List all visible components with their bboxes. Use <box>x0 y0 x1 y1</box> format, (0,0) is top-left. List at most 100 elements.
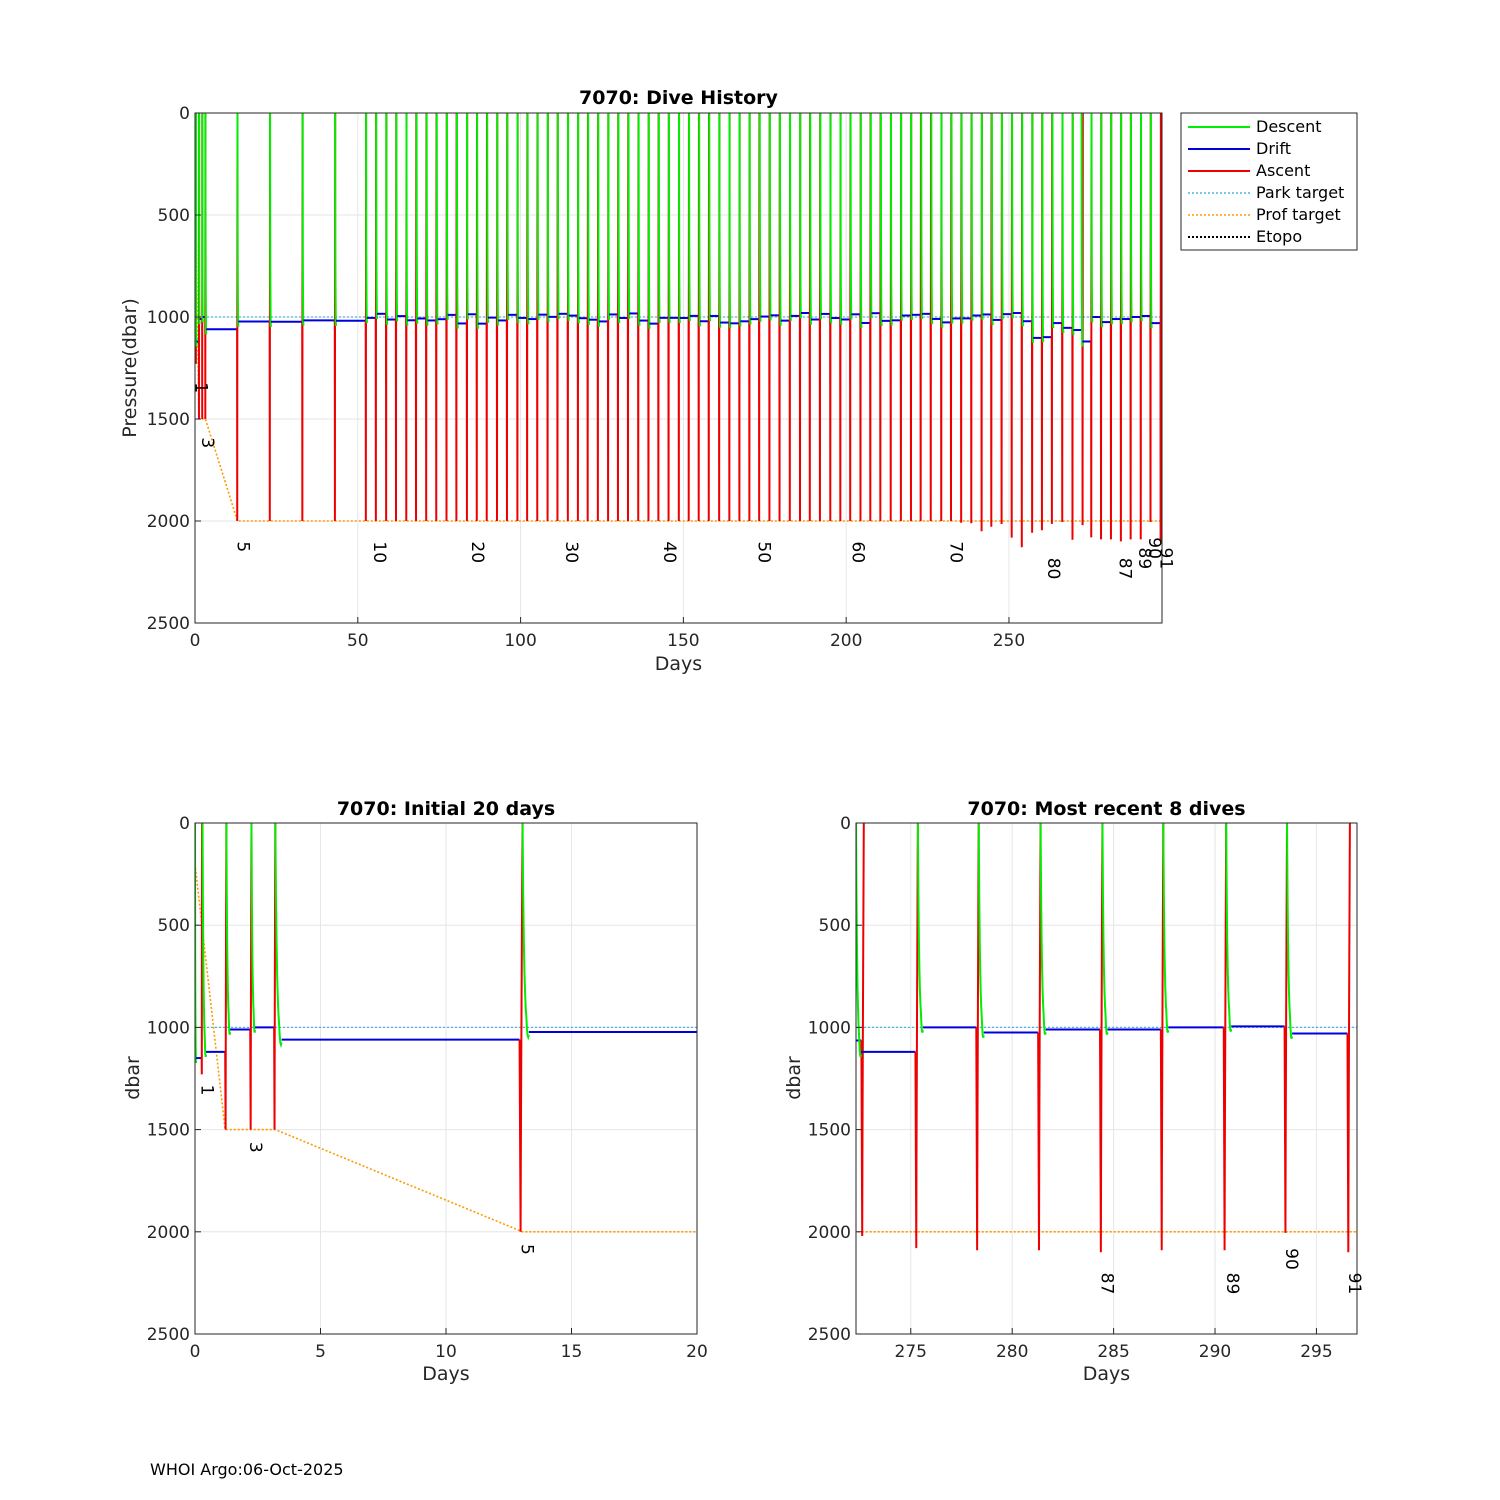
profile-number-label: 89 <box>1222 1273 1242 1295</box>
profile-number-label: 1 <box>196 1085 216 1096</box>
descent-segment <box>940 113 944 328</box>
descent-segment <box>627 113 631 319</box>
x-tick-label: 20 <box>686 1342 708 1362</box>
descent-segment <box>1031 113 1035 343</box>
descent-segment <box>657 113 661 324</box>
y-tick-label: 500 <box>158 916 190 936</box>
x-tick-label: 100 <box>504 631 536 651</box>
x-tick-label: 10 <box>435 1342 457 1362</box>
profile-number-label: 70 <box>945 541 965 563</box>
profile-number-label: 80 <box>1043 558 1063 580</box>
descent-segment <box>819 113 823 320</box>
profile-number-label: 87 <box>1096 1273 1116 1295</box>
descent-segment <box>800 823 805 1046</box>
y-tick-label: 0 <box>840 814 851 834</box>
labels-initial: 1 3 5 <box>196 1085 536 1255</box>
descent-segment <box>1021 113 1024 327</box>
descent-segment <box>1090 113 1094 323</box>
descent-segment <box>718 113 722 328</box>
descent-segment <box>977 823 985 1038</box>
y-tick-label: 500 <box>158 206 190 226</box>
descent-segment <box>546 113 550 323</box>
x-axis-label-initial: Days <box>422 1363 469 1385</box>
descent-segment <box>617 113 621 324</box>
descent-segment <box>516 113 520 324</box>
descent-segment <box>1000 113 1004 320</box>
descent-segment <box>455 113 459 329</box>
y-axis-label-recent: dbar <box>783 1056 805 1100</box>
descent-segment <box>900 113 903 321</box>
y-tick-label: 1000 <box>808 1018 851 1038</box>
y-tick-label: 2500 <box>147 1325 190 1345</box>
profile-number-label: 89 <box>1134 548 1154 570</box>
y-tick-label: 1000 <box>147 308 190 328</box>
descent-segment <box>980 113 984 320</box>
ticks-recent: 275 280 285 290 295 0 500 1000 1500 2000 2500 <box>808 814 1333 1362</box>
axes-box-history <box>194 112 1163 624</box>
x-axis-label-history: Days <box>655 653 702 675</box>
x-tick-label: 200 <box>830 631 862 651</box>
x-tick-label: 295 <box>1300 1342 1332 1362</box>
descent-segment <box>1149 113 1153 329</box>
labels-recent: 87 89 90 91 <box>1096 1248 1363 1294</box>
profile-number-label: 50 <box>753 541 773 563</box>
descent-segment <box>521 823 530 1041</box>
y-axis-label-history: Pressure(dbar) <box>119 298 141 438</box>
x-tick-label: 250 <box>993 631 1025 651</box>
descent-segment <box>1080 113 1084 347</box>
descent-segment <box>556 113 560 320</box>
descent-segment <box>920 113 924 320</box>
descent-segment <box>375 113 379 320</box>
ascent-segment <box>860 823 865 1236</box>
descent-segment <box>445 113 449 321</box>
descent-segment <box>970 113 974 321</box>
y-tick-label: 2500 <box>808 1325 851 1345</box>
descent-segment <box>829 113 833 324</box>
descent-segment <box>1011 113 1014 319</box>
grid-initial <box>194 822 698 1335</box>
descent-segment <box>566 113 570 321</box>
plot-area-history <box>195 113 1162 548</box>
legend-label-drift: Drift <box>1256 139 1291 158</box>
chart-title-initial: 7070: Initial 20 days <box>337 798 555 820</box>
ascent-segment <box>771 823 774 1232</box>
descent-segment <box>960 113 964 324</box>
descent-segment <box>587 113 590 325</box>
y-tick-label: 2000 <box>147 512 190 532</box>
descent-segment <box>301 113 305 326</box>
descent-segment <box>688 113 691 322</box>
descent-segment <box>859 113 863 329</box>
x-axis-label-recent: Days <box>1083 1363 1130 1385</box>
descent-segment <box>236 113 240 327</box>
descent-segment <box>910 113 913 321</box>
descent-segment <box>250 823 257 1033</box>
descent-segment <box>486 113 490 323</box>
y-tick-label: 500 <box>819 916 851 936</box>
descent-segment <box>789 113 792 322</box>
descent-segment <box>839 113 843 325</box>
descent-segment <box>799 113 802 319</box>
profile-number-label: 5 <box>516 1244 536 1255</box>
descent-segment <box>677 113 681 324</box>
descent-segment <box>1120 113 1123 325</box>
y-axis-label-initial: dbar <box>122 1056 144 1100</box>
descent-segment <box>536 113 540 320</box>
chart-initial-20-days: 0 5 10 15 20 0 500 1000 1500 2000 2500 1 3 5 7070: I… <box>122 798 774 1385</box>
descent-segment <box>990 113 994 326</box>
descent-segment <box>1139 113 1143 322</box>
descent-segment <box>667 113 671 324</box>
descent-segment <box>269 113 272 327</box>
descent-segment <box>768 113 772 321</box>
descent-segment <box>201 823 208 1058</box>
chart-most-recent-dives: 275 280 285 290 295 0 500 1000 1500 2000 2500 87 89… <box>783 798 1364 1385</box>
descent-segment <box>879 113 883 327</box>
descent-segment <box>856 823 863 1058</box>
y-tick-label: 2000 <box>808 1223 851 1243</box>
descent-segment <box>930 113 934 325</box>
y-tick-label: 2500 <box>147 614 190 634</box>
profile-number-label: 60 <box>848 541 868 563</box>
legend-entry-ascent: Ascent <box>1188 161 1310 180</box>
